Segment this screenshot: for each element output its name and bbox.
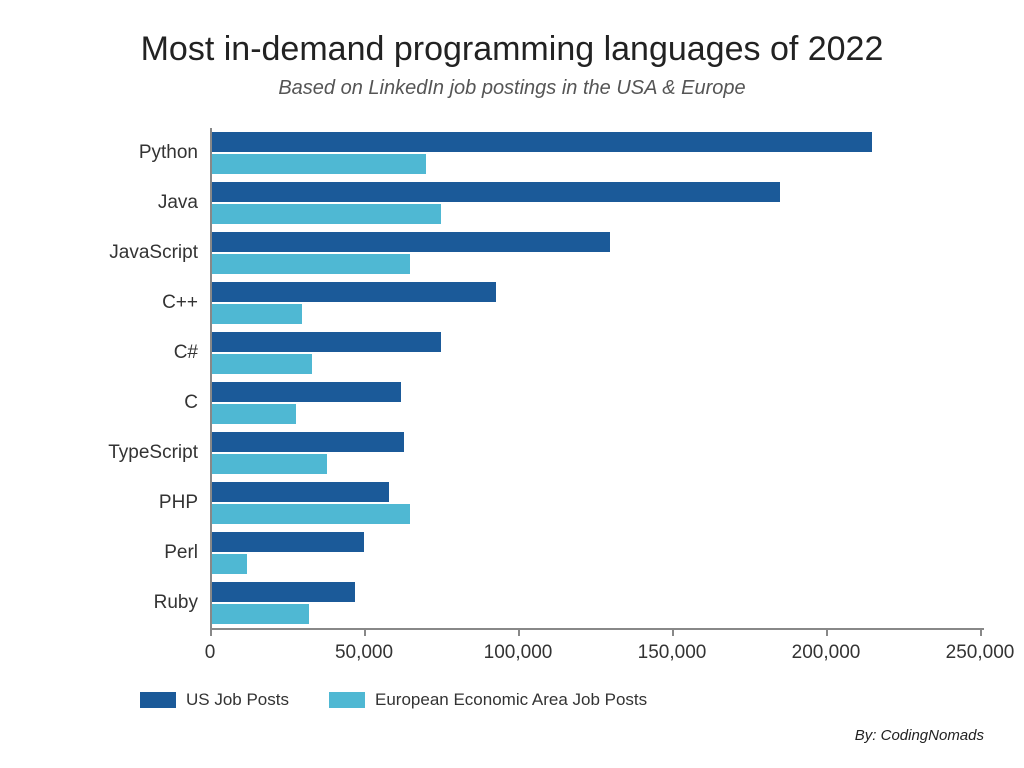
bar-series-1 bbox=[210, 554, 247, 574]
x-tick-mark bbox=[672, 628, 674, 636]
category-label: Ruby bbox=[40, 578, 210, 628]
bar-series-0 bbox=[210, 232, 610, 252]
bar-series-0 bbox=[210, 182, 780, 202]
x-tick-mark bbox=[826, 628, 828, 636]
legend-swatch bbox=[140, 692, 176, 708]
chart-subtitle: Based on LinkedIn job postings in the US… bbox=[40, 77, 984, 100]
category-row: C bbox=[40, 378, 984, 428]
legend-item: US Job Posts bbox=[140, 690, 289, 710]
bar-series-1 bbox=[210, 354, 312, 374]
x-tick-label: 250,000 bbox=[946, 642, 1015, 664]
chart-plot-area: PythonJavaJavaScriptC++C#CTypeScriptPHPP… bbox=[40, 128, 984, 668]
category-label: Java bbox=[40, 178, 210, 228]
bar-series-1 bbox=[210, 204, 441, 224]
bar-series-0 bbox=[210, 582, 355, 602]
x-tick-label: 0 bbox=[205, 642, 216, 664]
bar-series-0 bbox=[210, 432, 404, 452]
bars-cell bbox=[210, 378, 984, 428]
x-axis-cell: 050,000100,000150,000200,000250,000 bbox=[210, 628, 984, 668]
category-row: PHP bbox=[40, 478, 984, 528]
bar-series-0 bbox=[210, 332, 441, 352]
legend-item: European Economic Area Job Posts bbox=[329, 690, 647, 710]
bar-series-1 bbox=[210, 404, 296, 424]
category-label: C++ bbox=[40, 278, 210, 328]
category-label: C bbox=[40, 378, 210, 428]
legend: US Job Posts European Economic Area Job P… bbox=[40, 690, 984, 710]
x-tick-label: 200,000 bbox=[792, 642, 861, 664]
attribution-text: By: CodingNomads bbox=[855, 727, 984, 744]
bar-series-0 bbox=[210, 382, 401, 402]
x-tick-mark bbox=[518, 628, 520, 636]
bars-cell bbox=[210, 528, 984, 578]
x-tick-label: 150,000 bbox=[638, 642, 707, 664]
bars-cell bbox=[210, 478, 984, 528]
bar-series-1 bbox=[210, 154, 426, 174]
x-tick-label: 100,000 bbox=[484, 642, 553, 664]
bar-series-1 bbox=[210, 504, 410, 524]
category-row: TypeScript bbox=[40, 428, 984, 478]
x-axis: 050,000100,000150,000200,000250,000 bbox=[40, 628, 984, 668]
category-row: Ruby bbox=[40, 578, 984, 628]
bars-cell bbox=[210, 128, 984, 178]
category-label: JavaScript bbox=[40, 228, 210, 278]
category-row: C# bbox=[40, 328, 984, 378]
bars-cell bbox=[210, 178, 984, 228]
category-row: Java bbox=[40, 178, 984, 228]
chart-container: Most in-demand programming languages of … bbox=[0, 0, 1024, 768]
category-label: Perl bbox=[40, 528, 210, 578]
category-label: C# bbox=[40, 328, 210, 378]
bar-series-1 bbox=[210, 304, 302, 324]
x-tick-label: 50,000 bbox=[335, 642, 393, 664]
legend-label: European Economic Area Job Posts bbox=[375, 690, 647, 710]
bars-cell bbox=[210, 328, 984, 378]
bar-series-1 bbox=[210, 454, 327, 474]
bar-series-0 bbox=[210, 132, 872, 152]
bar-series-0 bbox=[210, 282, 496, 302]
bars-cell bbox=[210, 228, 984, 278]
legend-label: US Job Posts bbox=[186, 690, 289, 710]
category-label: PHP bbox=[40, 478, 210, 528]
bars-cell bbox=[210, 428, 984, 478]
bar-series-0 bbox=[210, 532, 364, 552]
x-tick-mark bbox=[980, 628, 982, 636]
x-tick-mark bbox=[364, 628, 366, 636]
chart-title: Most in-demand programming languages of … bbox=[40, 30, 984, 69]
legend-swatch bbox=[329, 692, 365, 708]
bars-cell bbox=[210, 278, 984, 328]
x-tick-mark bbox=[210, 628, 212, 636]
category-row: Perl bbox=[40, 528, 984, 578]
category-label: Python bbox=[40, 128, 210, 178]
category-row: C++ bbox=[40, 278, 984, 328]
category-label: TypeScript bbox=[40, 428, 210, 478]
bar-series-0 bbox=[210, 482, 389, 502]
bars-cell bbox=[210, 578, 984, 628]
category-row: JavaScript bbox=[40, 228, 984, 278]
bar-series-1 bbox=[210, 604, 309, 624]
category-row: Python bbox=[40, 128, 984, 178]
bar-series-1 bbox=[210, 254, 410, 274]
